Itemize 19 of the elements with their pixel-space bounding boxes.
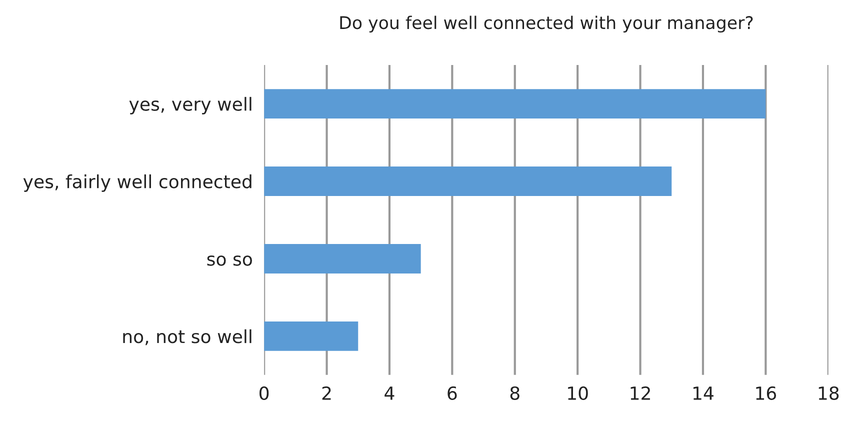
x-tick-label: 8 [510,386,520,400]
y-tick-label: no, not so well [123,329,252,346]
x-tick-label: 10 [568,386,588,400]
y-tick-label: yes, very well [129,96,252,114]
bar [264,166,672,196]
x-tick-label: 16 [756,386,776,400]
x-tick-label: 18 [818,386,839,400]
y-tick-label: yes, fairly well connected [23,174,252,192]
x-tick-label: 2 [322,386,331,400]
x-tick-label: 0 [260,386,269,400]
chart-title: Do you feel well connected with your manager? [340,16,753,33]
x-tick-label: 6 [448,386,457,400]
y-tick-label: so so [207,255,252,266]
bar [264,244,421,274]
bar [264,321,358,351]
bar [264,89,766,119]
x-tick-label: 12 [630,386,650,400]
x-tick-label: 14 [693,386,714,400]
x-tick-label: 4 [384,386,394,400]
